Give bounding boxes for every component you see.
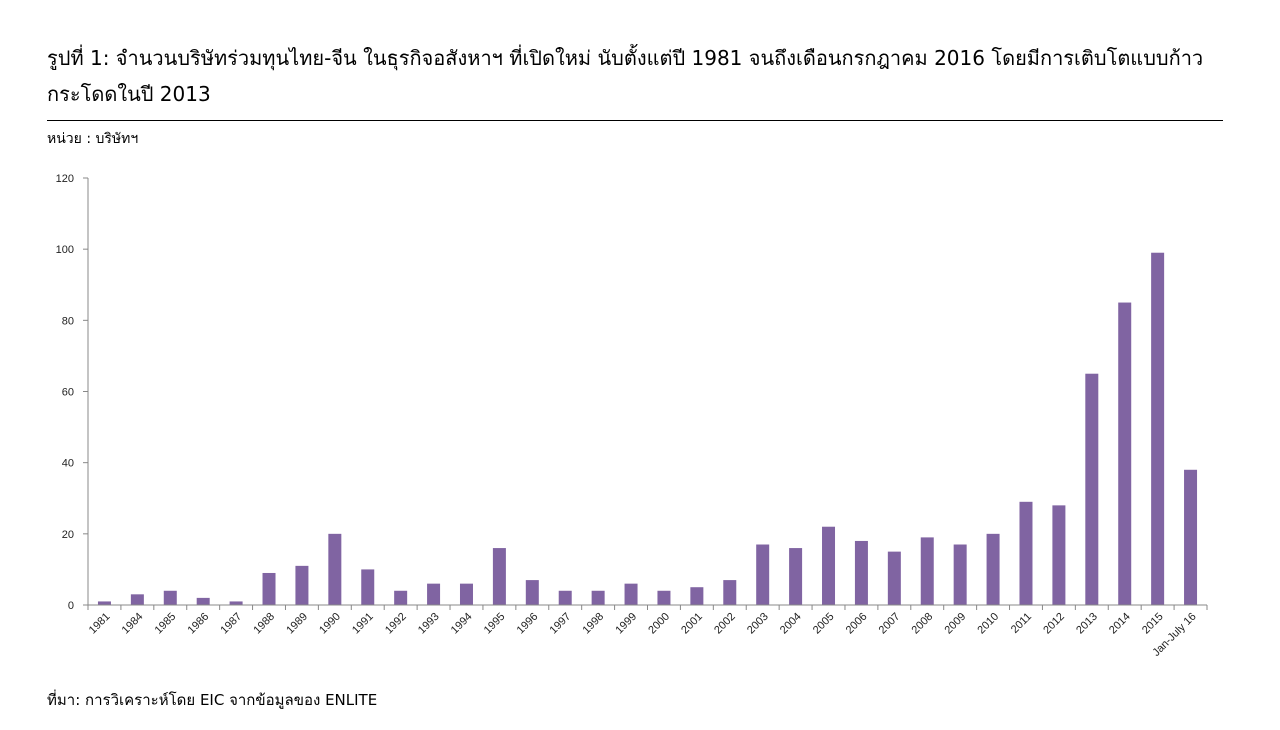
- x-tick-label: 1984: [120, 611, 146, 637]
- x-tick-label: 1988: [251, 611, 277, 637]
- x-tick-label: 2013: [1074, 611, 1100, 637]
- y-tick-label: 0: [68, 600, 74, 612]
- x-tick-label: 2003: [745, 611, 771, 637]
- bar-1998: [591, 590, 605, 605]
- unit-label: หน่วย : บริษัทฯ: [47, 131, 139, 147]
- bar-1990: [328, 533, 342, 605]
- bar-2014: [1118, 302, 1132, 605]
- bar-2000: [657, 590, 671, 605]
- x-tick-label: 2007: [877, 611, 903, 637]
- x-tick-label: 1987: [218, 611, 244, 637]
- x-tick-label: 1992: [383, 611, 409, 637]
- source-note: ที่มา: การวิเคราะห์โดย EIC จากข้อมูลของ …: [47, 691, 378, 709]
- bar-1989: [295, 565, 309, 605]
- bar-1981: [97, 601, 111, 605]
- bar-2010: [986, 533, 1000, 605]
- bar-2002: [723, 580, 737, 605]
- bar-2006: [854, 540, 868, 605]
- x-tick-label: 2014: [1107, 611, 1133, 637]
- x-tick-label: 2006: [844, 611, 870, 637]
- y-tick-label: 40: [62, 458, 74, 470]
- x-tick-label: 1989: [284, 611, 310, 637]
- bar-1984: [130, 594, 144, 605]
- x-tick-label: 1999: [613, 611, 639, 637]
- bar-2001: [690, 587, 704, 605]
- x-tick-label: 1994: [449, 611, 475, 637]
- x-tick-label: 2001: [679, 611, 705, 637]
- bar-2003: [756, 544, 770, 605]
- bar-2012: [1052, 505, 1066, 605]
- x-tick-label: 1996: [515, 611, 541, 637]
- bar-1988: [262, 572, 276, 605]
- y-tick-label: 60: [62, 387, 74, 399]
- x-tick-label: 2015: [1140, 611, 1166, 637]
- bar-2011: [1019, 501, 1033, 605]
- x-tick-label: 1998: [580, 611, 606, 637]
- bar-1999: [624, 583, 638, 605]
- x-tick-label: 1985: [153, 611, 179, 637]
- y-tick-label: 20: [62, 529, 74, 541]
- bar-1996: [525, 580, 539, 605]
- bar-1986: [196, 597, 210, 605]
- bars: [97, 252, 1198, 605]
- bar-1993: [427, 583, 441, 605]
- x-tick-label: 2008: [910, 611, 936, 637]
- x-tick-label: 2004: [778, 611, 804, 637]
- x-tick-label: 1991: [350, 611, 376, 637]
- bar-1991: [361, 569, 375, 605]
- x-tick-label: 2011: [1009, 611, 1034, 636]
- y-tick-label: 100: [56, 244, 74, 256]
- x-tick-label: 1981: [87, 611, 113, 637]
- x-tick-label: 2005: [811, 611, 837, 637]
- x-tick-label: 1986: [186, 611, 212, 637]
- bar-1995: [492, 548, 506, 605]
- bar-2008: [920, 537, 934, 605]
- x-tick-label: 2009: [942, 611, 968, 637]
- bar-1987: [229, 601, 243, 605]
- bar-1994: [459, 583, 473, 605]
- title-divider: [47, 120, 1223, 121]
- bar-1997: [558, 590, 572, 605]
- x-tick-label: 1990: [317, 611, 343, 637]
- y-axis: 0 20 40 60 80 100 120: [56, 173, 89, 612]
- x-tick-label: 1995: [482, 611, 508, 637]
- x-tick-label: 1997: [548, 611, 574, 637]
- x-tick-label: 2002: [712, 611, 738, 637]
- x-tick-label: 2012: [1041, 611, 1067, 637]
- bar-2007: [887, 551, 901, 605]
- bar-2013: [1085, 373, 1099, 605]
- x-axis: 1981 1984 1985 1986 1987 1988 1989 1990 1991 1992…: [87, 604, 1208, 659]
- x-tick-label: 2000: [646, 611, 672, 637]
- bar-2004: [789, 548, 803, 605]
- y-tick-label: 80: [62, 315, 74, 327]
- bar-2005: [822, 526, 836, 605]
- y-tick-label: 120: [56, 173, 74, 185]
- x-tick-label: 1993: [416, 611, 442, 637]
- bar-jan-july-16: [1184, 469, 1198, 605]
- bar-1985: [163, 590, 177, 605]
- x-tick-label: 2010: [975, 611, 1001, 637]
- bar-chart: 0 20 40 60 80 100 120 1981 1984 1985 1986 1987 1988…: [56, 173, 1208, 659]
- chart-title: รูปที่ 1: จำนวนบริษัทร่วมทุนไทย-จีน ในธุ…: [47, 46, 1204, 106]
- bar-2015: [1151, 252, 1165, 605]
- bar-2009: [953, 544, 967, 605]
- bar-1992: [394, 590, 408, 605]
